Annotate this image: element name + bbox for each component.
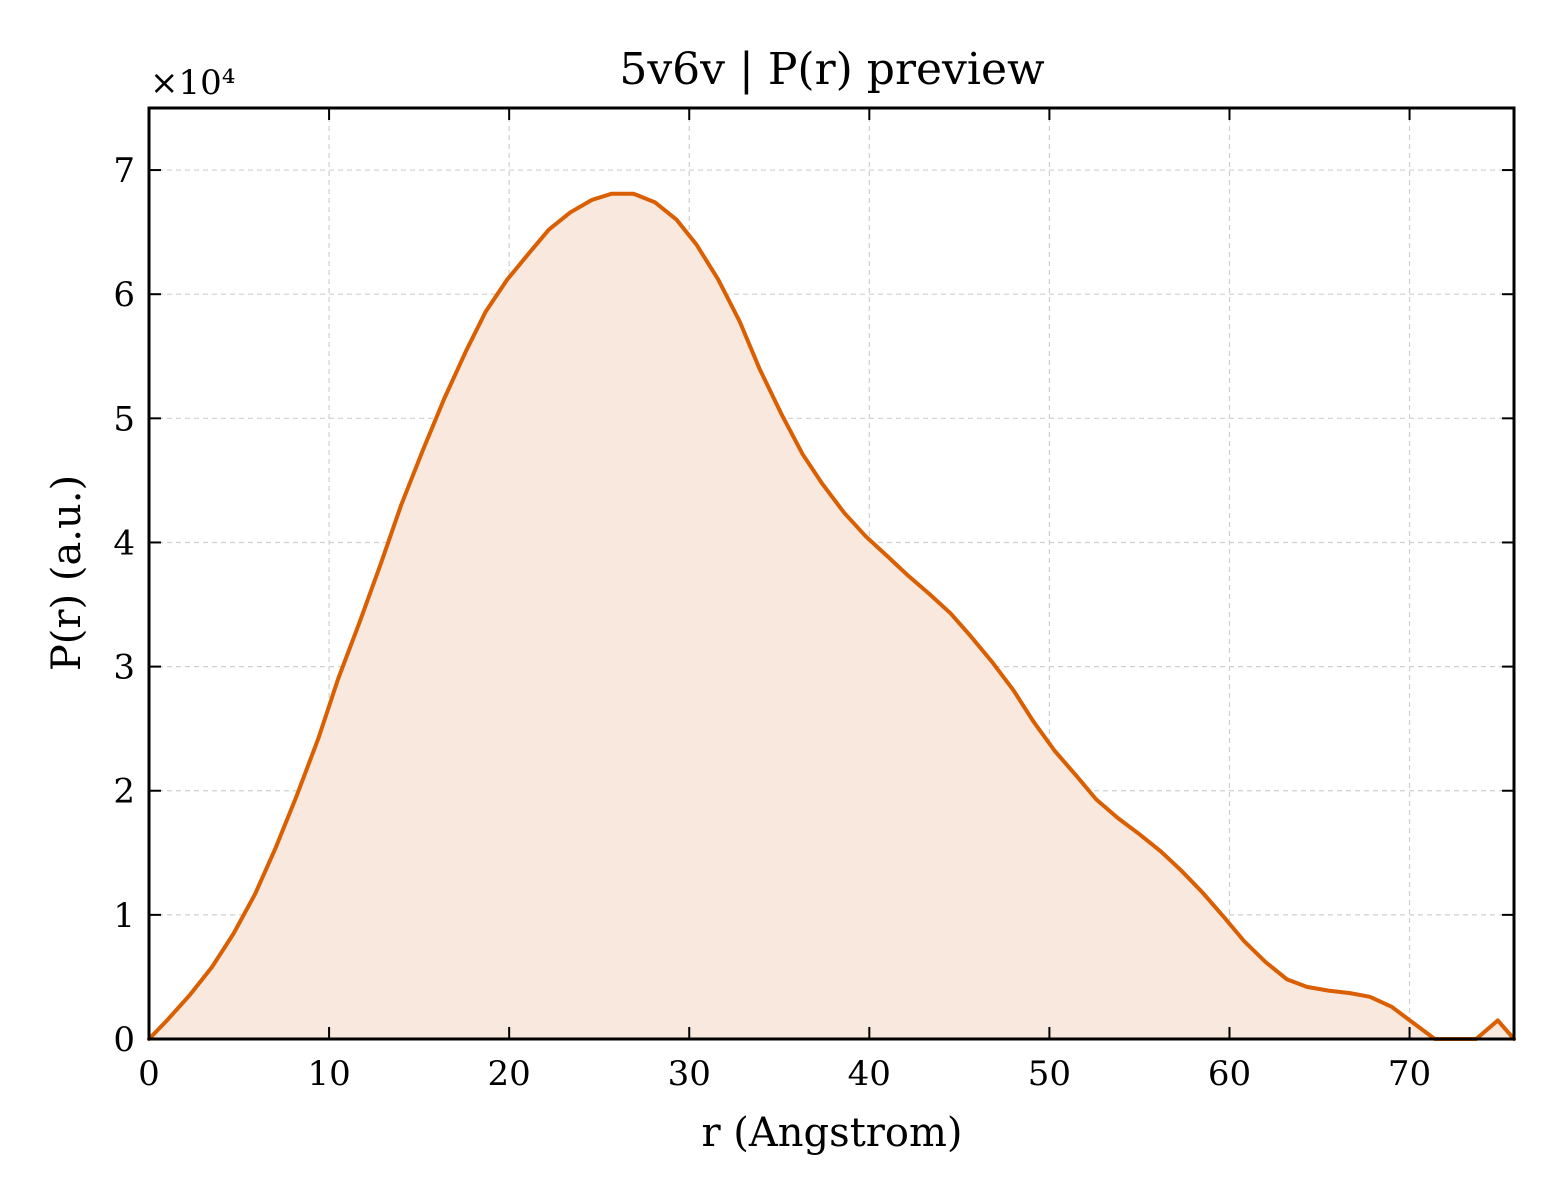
data-point	[1264, 960, 1268, 964]
data-point	[547, 228, 551, 232]
data-point	[1074, 774, 1078, 778]
y-tick-label: 0	[113, 1020, 135, 1060]
data-point	[442, 397, 446, 401]
data-point	[1222, 915, 1226, 919]
data-point	[1368, 995, 1372, 999]
data-point	[1496, 1018, 1500, 1022]
data-point	[1031, 719, 1035, 723]
data-point	[295, 794, 299, 798]
data-point	[1390, 1005, 1394, 1009]
data-point	[1327, 989, 1331, 993]
data-point	[610, 192, 614, 196]
data-point	[210, 965, 214, 969]
y-tick-label: 2	[113, 772, 135, 812]
y-tick-label: 1	[113, 896, 135, 936]
data-point	[694, 243, 698, 247]
data-point	[232, 932, 236, 936]
data-point	[336, 677, 340, 681]
y-tick-label: 3	[113, 648, 135, 688]
data-point	[905, 573, 909, 577]
data-point	[421, 449, 425, 453]
data-point	[948, 611, 952, 615]
data-point	[779, 411, 783, 415]
y-axis-offset-label: ×10⁴	[150, 63, 235, 103]
data-point	[1285, 977, 1289, 981]
data-point	[801, 452, 805, 456]
x-axis-title: r (Angstrom)	[701, 1110, 962, 1156]
data-point	[505, 277, 509, 281]
y-tick-label: 4	[113, 523, 135, 563]
data-point	[358, 620, 362, 624]
data-point	[653, 200, 657, 204]
x-tick-label: 10	[307, 1054, 350, 1094]
data-point	[1242, 939, 1246, 943]
x-tick-label: 70	[1388, 1054, 1431, 1094]
x-tick-labels: 0 10 20 30 40 50 60 70	[138, 1054, 1431, 1094]
data-point	[885, 554, 889, 558]
data-point	[1179, 868, 1183, 872]
data-point	[864, 534, 868, 538]
y-axis-title: P(r) (a.u.)	[44, 475, 90, 671]
data-point	[842, 511, 846, 515]
data-point	[399, 503, 403, 507]
y-tick-label: 7	[113, 151, 135, 191]
data-point	[758, 367, 762, 371]
series-area-fill	[149, 193, 1514, 1039]
data-point	[1137, 832, 1141, 836]
data-point	[675, 218, 679, 222]
x-tick-label: 20	[488, 1054, 531, 1094]
data-point	[165, 1018, 169, 1022]
data-point	[1201, 891, 1205, 895]
x-tick-label: 50	[1028, 1054, 1071, 1094]
data-point	[590, 198, 594, 202]
x-tick-label: 60	[1208, 1054, 1251, 1094]
data-point	[379, 560, 383, 564]
x-tick-label: 30	[668, 1054, 711, 1094]
data-point	[927, 591, 931, 595]
y-tick-label: 5	[113, 399, 135, 439]
data-point	[821, 482, 825, 486]
data-point	[631, 192, 635, 196]
chart-title: 5v6v | P(r) preview	[619, 44, 1045, 95]
data-point	[990, 660, 994, 664]
data-point	[1305, 985, 1309, 989]
data-point	[484, 310, 488, 314]
data-point	[273, 847, 277, 851]
data-point	[527, 251, 531, 255]
data-point	[568, 210, 572, 214]
data-point	[1116, 816, 1120, 820]
data-point	[188, 992, 192, 996]
data-point	[716, 277, 720, 281]
series-line	[147, 191, 1516, 1041]
plot-frame	[147, 106, 1516, 1041]
data-point	[1094, 797, 1098, 801]
x-tick-label: 0	[138, 1054, 160, 1094]
data-point	[738, 320, 742, 324]
data-point	[1011, 688, 1015, 692]
data-point	[1053, 749, 1057, 753]
data-point	[316, 737, 320, 741]
y-tick-labels: 0 1 2 3 4 5 6 7	[113, 151, 135, 1060]
x-tick-label: 40	[848, 1054, 891, 1094]
data-point	[968, 634, 972, 638]
y-tick-label: 6	[113, 275, 135, 315]
data-point	[253, 892, 257, 896]
data-point	[464, 349, 468, 353]
data-point	[1411, 1021, 1415, 1025]
data-point	[1348, 991, 1352, 995]
data-point	[1159, 850, 1163, 854]
